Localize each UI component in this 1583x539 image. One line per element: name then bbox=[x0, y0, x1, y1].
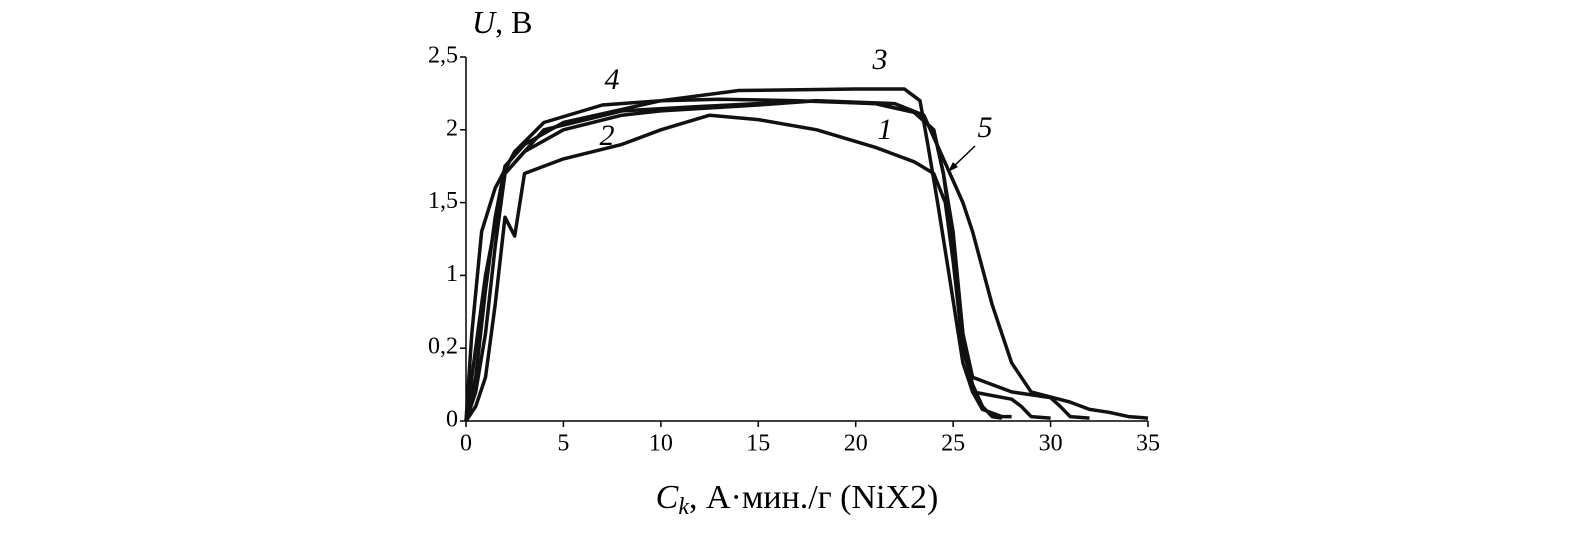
series-line bbox=[464, 97, 1090, 422]
y-tick-label: 2 bbox=[446, 115, 458, 141]
annotation-arrow bbox=[951, 145, 976, 169]
y-tick-label: 2,5 bbox=[428, 43, 458, 69]
x-tick-label: 15 bbox=[746, 431, 770, 457]
x-label-unit: , А·мин./г (NiX2) bbox=[689, 479, 938, 516]
x-tick-label: 0 bbox=[460, 431, 472, 457]
x-tick-label: 5 bbox=[557, 431, 569, 457]
curve-label: 4 bbox=[605, 63, 620, 96]
x-tick-label: 25 bbox=[941, 431, 965, 457]
y-axis-label: U, В bbox=[472, 4, 532, 40]
y-tick-label: 0 bbox=[446, 407, 458, 433]
y-tick-label: 1,5 bbox=[428, 188, 458, 214]
series-line bbox=[464, 113, 1003, 422]
x-label-sub: k bbox=[678, 494, 689, 520]
arrow-head bbox=[948, 162, 958, 172]
curve-label: 1 bbox=[878, 113, 893, 146]
x-tick-label: 35 bbox=[1136, 431, 1160, 457]
curve-label: 2 bbox=[600, 119, 615, 152]
curve-label: 5 bbox=[978, 111, 993, 144]
series-line bbox=[464, 87, 1051, 422]
x-tick-label: 10 bbox=[649, 431, 673, 457]
y-tick-label: 1 bbox=[446, 261, 458, 287]
y-label-unit: , В bbox=[495, 4, 532, 40]
x-tick-label: 20 bbox=[844, 431, 868, 457]
x-tick-label: 30 bbox=[1039, 431, 1063, 457]
y-label-var: U bbox=[472, 4, 497, 40]
x-label-var: C bbox=[656, 479, 679, 516]
series-line bbox=[464, 98, 1149, 422]
curve-label: 3 bbox=[872, 43, 888, 76]
x-axis-label: Ck, А·мин./г (NiX2) bbox=[656, 479, 939, 520]
y-tick-label: 0,2 bbox=[428, 334, 458, 360]
